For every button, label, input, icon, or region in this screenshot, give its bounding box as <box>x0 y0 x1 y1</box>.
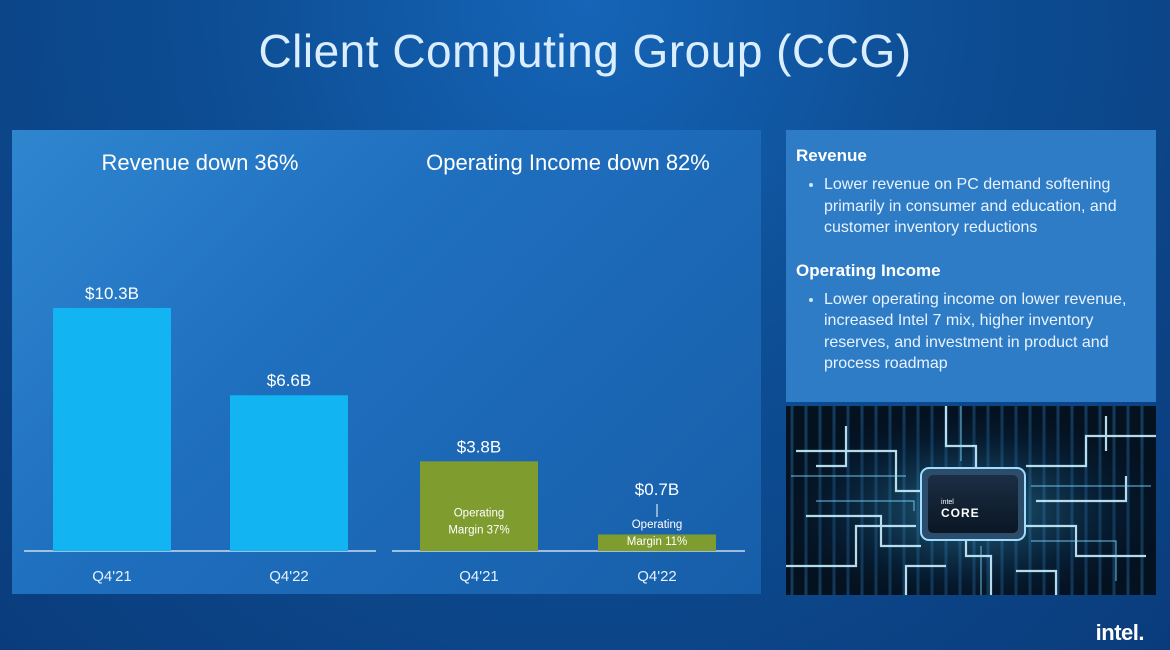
commentary-panel: Revenue Lower revenue on PC demand softe… <box>786 130 1156 402</box>
operating-margin-label: Operating <box>454 507 505 519</box>
income-bar <box>420 461 538 551</box>
income-value-label: $0.7B <box>635 480 679 499</box>
intel-logo: intel. <box>1095 620 1145 645</box>
revenue-chart-title: Revenue down 36% <box>102 150 299 175</box>
revenue-bar <box>230 395 348 551</box>
revenue-bullets: Lower revenue on PC demand softening pri… <box>796 174 1146 239</box>
chip-brand: intel <box>941 499 954 506</box>
income-category-label: Q4'22 <box>637 568 677 585</box>
income-bullet: Lower operating income on lower revenue,… <box>824 289 1146 375</box>
chart-panel: Revenue down 36% Operating Income down 8… <box>12 130 761 594</box>
revenue-value-label: $6.6B <box>267 371 311 390</box>
revenue-category-label: Q4'22 <box>269 568 309 585</box>
bar-charts: Revenue down 36% Operating Income down 8… <box>24 150 745 585</box>
revenue-heading: Revenue <box>796 146 867 165</box>
income-bar <box>598 534 716 551</box>
operating-margin-value: Margin 37% <box>448 524 509 536</box>
revenue-bullet: Lower revenue on PC demand softening pri… <box>824 174 1146 239</box>
operating-margin-label: Operating <box>632 519 683 531</box>
revenue-category-label: Q4'21 <box>92 568 132 585</box>
income-heading: Operating Income <box>796 260 941 280</box>
income-chart-title: Operating Income down 82% <box>426 150 710 175</box>
processor-chip-image: intel CORE <box>786 406 1156 595</box>
circuit-illustration: intel CORE <box>786 406 1156 595</box>
page-title: Client Computing Group (CCG) <box>258 25 912 77</box>
income-value-label: $3.8B <box>457 437 501 456</box>
income-bullets: Lower operating income on lower revenue,… <box>796 289 1146 375</box>
income-category-label: Q4'21 <box>459 568 499 585</box>
chip-product: CORE <box>941 506 980 520</box>
revenue-value-label: $10.3B <box>85 284 139 303</box>
operating-margin-value: Margin 11% <box>627 536 688 548</box>
revenue-bar <box>53 307 171 551</box>
